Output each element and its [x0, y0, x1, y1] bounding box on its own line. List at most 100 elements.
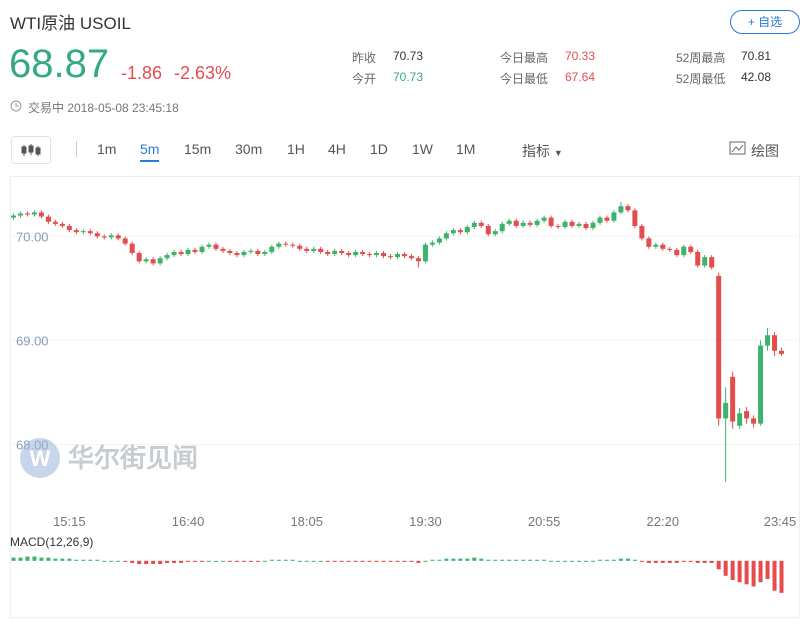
macd-bar — [604, 559, 609, 561]
macd-bar — [730, 560, 735, 581]
macd-bar — [618, 558, 623, 561]
candle-body — [129, 243, 135, 253]
interval-tab[interactable]: 1D — [370, 141, 388, 157]
macd-bar — [339, 560, 344, 562]
macd-bar — [597, 559, 602, 561]
candle-body — [108, 235, 114, 238]
candle-body — [339, 250, 345, 253]
candle-body — [171, 251, 177, 256]
candle-body — [157, 258, 163, 264]
candle-body — [283, 243, 289, 245]
macd-bar — [304, 560, 309, 562]
stat-label: 今日最高 — [500, 51, 549, 65]
macd-bar — [479, 558, 484, 561]
indicator-menu[interactable]: 指标 ▼ — [522, 143, 563, 159]
macd-bar — [374, 560, 379, 562]
macd-bar — [206, 560, 211, 562]
candle-body — [73, 230, 79, 233]
candle-body — [31, 212, 37, 215]
candle-body — [772, 335, 778, 351]
macd-bar — [255, 560, 260, 562]
candle-body — [751, 418, 757, 424]
candle-body — [492, 231, 498, 235]
stat-value: 70.73 — [393, 70, 424, 84]
macd-bar — [137, 560, 142, 565]
interval-tab[interactable]: 1H — [287, 141, 305, 157]
macd-bar — [234, 560, 239, 562]
macd-bar — [737, 560, 742, 583]
macd-bar — [430, 559, 435, 561]
stat-label: 52周最高 — [676, 51, 726, 65]
chart-frame — [10, 176, 800, 618]
candle-body — [744, 411, 750, 419]
macd-bar — [283, 559, 288, 561]
candle-body — [681, 246, 687, 256]
candle-type-button[interactable] — [11, 136, 51, 164]
candle-body — [513, 220, 519, 226]
candle-body — [632, 210, 638, 226]
candle-body — [213, 244, 219, 249]
interval-tab[interactable]: 1m — [97, 141, 117, 157]
macd-bar — [709, 560, 714, 563]
macd-bar — [472, 557, 477, 561]
candle-body — [269, 246, 275, 252]
macd-bar — [702, 560, 707, 563]
macd-bar — [213, 560, 218, 562]
macd-bar — [116, 560, 121, 562]
macd-bar — [74, 559, 79, 561]
macd-bar — [772, 560, 777, 591]
interval-tab[interactable]: 1M — [456, 141, 476, 157]
macd-bar — [102, 560, 107, 562]
candle-body — [527, 222, 533, 225]
candle-body — [297, 245, 303, 249]
stat-label: 今日最低 — [500, 72, 549, 86]
interval-tab[interactable]: 30m — [235, 141, 263, 157]
candle-body — [241, 251, 247, 256]
candle-body — [220, 248, 226, 251]
candle-body — [541, 217, 547, 221]
candle-body — [464, 226, 470, 233]
macd-bar — [248, 560, 253, 562]
candle-body — [534, 220, 540, 225]
separator — [76, 141, 77, 157]
candle-body — [730, 376, 736, 422]
macd-bar — [590, 560, 595, 562]
candle-body — [164, 255, 170, 259]
candle-body — [667, 248, 673, 250]
candle-body — [178, 251, 184, 255]
macd-bar — [542, 559, 547, 561]
x-tick-label: 16:40 — [172, 514, 205, 529]
macd-bar — [109, 560, 114, 562]
candle-body — [702, 257, 708, 266]
x-tick-label: 22:20 — [647, 514, 680, 529]
candle-body — [401, 254, 407, 257]
interval-tab[interactable]: 5m — [140, 141, 160, 162]
macd-bar — [423, 560, 428, 562]
status: 交易中 2018-05-08 23:45:18 — [28, 101, 179, 115]
macd-bar — [388, 560, 393, 562]
interval-tab[interactable]: 4H — [328, 141, 346, 157]
candle-body — [618, 206, 624, 213]
macd-bar — [165, 560, 170, 563]
candle-body — [353, 251, 359, 256]
macd-bar — [528, 559, 533, 561]
candle-body — [422, 244, 428, 262]
macd-label: MACD(12,26,9) — [10, 535, 93, 549]
macd-bar — [381, 560, 386, 562]
macd-bar — [744, 560, 749, 585]
interval-tab[interactable]: 15m — [184, 141, 212, 157]
candle-body — [688, 246, 694, 252]
candle-body — [709, 257, 715, 268]
candle-body — [59, 223, 65, 226]
candle-body — [555, 225, 561, 227]
price: 68.87 — [9, 42, 110, 86]
stat-label: 52周最低 — [676, 72, 726, 86]
draw-button[interactable]: 绘图 — [751, 143, 779, 159]
macd-bar — [332, 560, 337, 562]
candle-body — [374, 252, 380, 256]
watch-button[interactable]: + 自选 — [730, 10, 800, 34]
macd-bar — [521, 559, 526, 561]
interval-tab[interactable]: 1W — [412, 141, 433, 157]
macd-bar — [67, 558, 72, 561]
